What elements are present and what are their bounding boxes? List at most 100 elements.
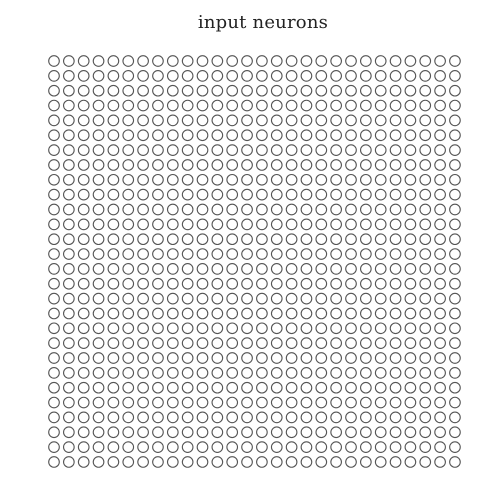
input-neuron (137, 129, 149, 142)
input-neuron (389, 441, 402, 453)
input-neuron (152, 218, 164, 231)
input-neuron (270, 144, 283, 156)
input-neuron (107, 352, 120, 364)
input-neuron (360, 144, 372, 156)
input-neuron (211, 203, 224, 216)
input-neuron (92, 144, 105, 156)
input-neuron (389, 99, 402, 112)
input-neuron (152, 55, 164, 67)
input-neuron (196, 188, 209, 201)
input-neuron (241, 426, 253, 439)
input-neuron (389, 248, 402, 260)
input-neuron (404, 114, 417, 127)
input-neuron (419, 263, 432, 275)
input-neuron (270, 263, 283, 275)
input-neuron (330, 203, 343, 216)
input-neuron (360, 233, 372, 246)
input-neuron (330, 292, 343, 305)
input-neuron (449, 55, 461, 67)
input-neuron (166, 277, 179, 290)
input-neuron (107, 203, 120, 216)
input-neuron (434, 129, 446, 142)
input-neuron (389, 456, 402, 468)
input-neuron (389, 307, 402, 320)
input-neuron (107, 188, 120, 201)
input-neuron (166, 411, 179, 424)
input-neuron (434, 367, 446, 379)
input-neuron (62, 367, 75, 379)
input-neuron (166, 159, 179, 171)
input-neuron (315, 99, 328, 112)
input-neuron (300, 129, 313, 142)
input-neuron (374, 411, 387, 424)
input-neuron (92, 159, 105, 171)
input-neuron (419, 322, 432, 335)
input-neuron (196, 411, 209, 424)
input-neuron (374, 233, 387, 246)
input-neuron (137, 144, 149, 156)
input-neuron (196, 337, 209, 350)
input-neuron (62, 173, 75, 186)
input-neuron (270, 396, 283, 409)
input-neuron (315, 426, 328, 439)
input-neuron (107, 159, 120, 171)
input-neuron (77, 456, 90, 468)
input-neuron (449, 248, 461, 260)
input-neuron (315, 263, 328, 275)
input-neuron (449, 411, 461, 424)
input-neuron (122, 159, 135, 171)
input-neuron (389, 322, 402, 335)
input-neuron (211, 322, 224, 335)
input-neuron (256, 307, 268, 320)
input-neuron (345, 233, 357, 246)
input-neuron (285, 188, 298, 201)
input-neuron (48, 55, 60, 67)
input-neuron (107, 456, 120, 468)
input-neuron (181, 159, 194, 171)
input-neuron (196, 277, 209, 290)
input-neuron (77, 381, 90, 394)
input-neuron (330, 337, 343, 350)
input-neuron (92, 396, 105, 409)
input-neuron (137, 322, 149, 335)
input-neuron (166, 337, 179, 350)
input-neuron (389, 218, 402, 231)
input-neuron (48, 129, 60, 142)
input-neuron (345, 99, 357, 112)
input-neuron (92, 381, 105, 394)
input-neuron (107, 84, 120, 97)
input-neuron (92, 84, 105, 97)
input-neuron (92, 173, 105, 186)
input-neuron (48, 203, 60, 216)
input-neuron (449, 292, 461, 305)
input-neuron (122, 263, 135, 275)
input-neuron (345, 263, 357, 275)
input-neuron (62, 381, 75, 394)
input-neuron (404, 173, 417, 186)
input-neuron (166, 292, 179, 305)
input-neuron (241, 233, 253, 246)
input-neuron (256, 352, 268, 364)
input-neuron (256, 456, 268, 468)
input-neuron (360, 129, 372, 142)
input-neuron (181, 203, 194, 216)
input-neuron (152, 188, 164, 201)
input-neuron (226, 292, 239, 305)
input-neuron (62, 129, 75, 142)
input-neuron (62, 426, 75, 439)
input-neuron (122, 396, 135, 409)
input-neuron (166, 322, 179, 335)
input-neuron (107, 322, 120, 335)
input-neuron (137, 411, 149, 424)
input-neuron (360, 218, 372, 231)
input-neuron (270, 426, 283, 439)
input-neuron (48, 411, 60, 424)
input-neuron (92, 99, 105, 112)
input-neuron (62, 441, 75, 453)
input-neuron (345, 84, 357, 97)
input-neuron (404, 218, 417, 231)
input-neuron (330, 218, 343, 231)
input-neuron (389, 426, 402, 439)
input-neuron (256, 411, 268, 424)
input-neuron (315, 218, 328, 231)
